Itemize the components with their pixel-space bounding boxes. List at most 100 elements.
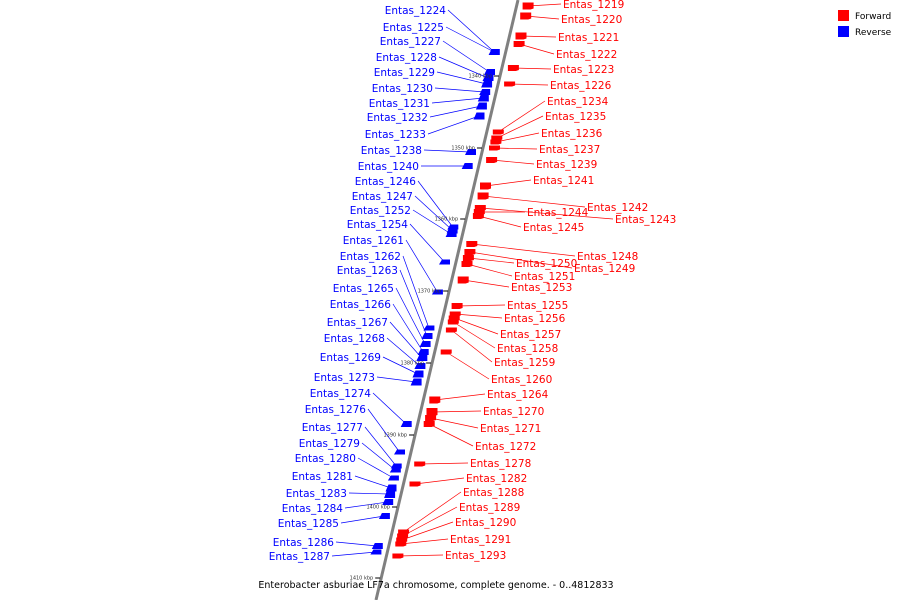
scale-tick-label: 1360 kbp (435, 217, 459, 223)
gene-label-Entas_1242: Entas_1242 (587, 202, 648, 214)
gene-label-Entas_1291: Entas_1291 (450, 534, 511, 546)
connector-Entas_1287 (331, 551, 376, 557)
gene-feature-Entas_1273 (410, 378, 422, 386)
gene-label-Entas_1221: Entas_1221 (558, 32, 619, 44)
gene-label-Entas_1231: Entas_1231 (369, 98, 430, 110)
gene-feature-Entas_1278 (414, 461, 426, 467)
connector-Entas_1230 (434, 87, 485, 93)
gene-feature-Entas_1266 (417, 349, 429, 355)
connector-Entas_1237 (494, 147, 538, 150)
gene-label-Entas_1293: Entas_1293 (445, 550, 506, 562)
gene-feature-Entas_1220 (520, 12, 532, 20)
gene-feature-Entas_1225 (488, 49, 500, 55)
scale-tick-label: 1380 kbp (401, 361, 425, 367)
gene-label-Entas_1274: Entas_1274 (310, 388, 372, 400)
gene-feature-Entas_1229 (481, 80, 493, 88)
scale-tick-label: 1410 kbp (350, 576, 374, 582)
connector-Entas_1265 (395, 287, 426, 345)
gene-label-Entas_1267: Entas_1267 (327, 317, 388, 329)
gene-label-Entas_1280: Entas_1280 (295, 453, 356, 465)
gene-label-Entas_1288: Entas_1288 (463, 487, 524, 499)
gene-label-Entas_1229: Entas_1229 (374, 67, 435, 79)
connector-Entas_1274 (372, 392, 407, 425)
gene-feature-Entas_1291 (395, 541, 407, 547)
connector-Entas_1279 (361, 442, 396, 471)
gene-feature-Entas_1253 (457, 276, 469, 284)
connector-Entas_1280 (357, 457, 394, 479)
gene-label-Entas_1235: Entas_1235 (545, 111, 606, 123)
gene-feature-Entas_1289 (397, 533, 409, 539)
gene-label-Entas_1226: Entas_1226 (550, 80, 612, 92)
connector-Entas_1285 (340, 515, 385, 524)
gene-label-Entas_1286: Entas_1286 (273, 537, 335, 549)
gene-label-Entas_1289: Entas_1289 (459, 502, 520, 514)
gene-feature-Entas_1265 (419, 341, 431, 347)
legend-label-reverse: Reverse (855, 28, 892, 38)
gene-feature-Entas_1271 (425, 415, 437, 421)
gene-label-Entas_1283: Entas_1283 (286, 488, 347, 500)
gene-label-Entas_1279: Entas_1279 (299, 438, 360, 450)
gene-feature-Entas_1259 (445, 327, 457, 333)
connector-Entas_1283 (348, 492, 390, 495)
gene-label-Entas_1285: Entas_1285 (278, 518, 339, 530)
gene-feature-Entas_1256 (449, 311, 461, 317)
gene-label-Entas_1272: Entas_1272 (475, 441, 536, 453)
gene-label-Entas_1246: Entas_1246 (355, 176, 417, 188)
gene-label-Entas_1282: Entas_1282 (466, 473, 527, 485)
gene-label-Entas_1254: Entas_1254 (347, 219, 409, 231)
gene-feature-Entas_1257 (448, 315, 460, 321)
connector-Entas_1278 (419, 462, 469, 465)
gene-feature-Entas_1238 (465, 149, 476, 155)
connector-Entas_1289 (402, 506, 458, 537)
gene-feature-Entas_1219 (522, 2, 534, 10)
connector-Entas_1224 (447, 9, 495, 53)
gene-features (370, 2, 534, 559)
gene-label-Entas_1241: Entas_1241 (533, 175, 594, 187)
gene-label-Entas_1225: Entas_1225 (383, 22, 444, 34)
connector-Entas_1234 (498, 100, 546, 133)
connector-Entas_1288 (403, 491, 462, 533)
connector-Entas_1231 (431, 97, 484, 104)
gene-label-Entas_1269: Entas_1269 (320, 352, 381, 364)
scale-tick-label: 1340 kbp (468, 74, 492, 80)
gene-label-Entas_1248: Entas_1248 (577, 251, 638, 263)
gene-feature-Entas_1237 (489, 145, 500, 151)
gene-label-Entas_1255: Entas_1255 (507, 300, 568, 312)
chromosome-caption: Enterobacter asburiae LF7a chromosome, c… (258, 580, 613, 591)
connector-Entas_1260 (446, 351, 490, 380)
gene-feature-Entas_1223 (507, 65, 519, 71)
connector-Entas_1247 (414, 195, 453, 231)
gene-feature-Entas_1286 (371, 543, 383, 549)
gene-feature-Entas_1263 (421, 333, 433, 339)
gene-label-Entas_1238: Entas_1238 (361, 145, 422, 157)
gene-feature-Entas_1230 (479, 89, 491, 95)
gene-feature-Entas_1255 (451, 303, 463, 309)
gene-feature-Entas_1283 (384, 490, 396, 498)
gene-feature-Entas_1240 (461, 163, 473, 169)
gene-label-Entas_1227: Entas_1227 (380, 36, 441, 48)
scale-tick-label: 1370 kbp (418, 289, 442, 295)
connector-Entas_1245 (478, 215, 522, 228)
connector-Entas_1246 (417, 180, 454, 228)
connector-Entas_1281 (354, 475, 392, 489)
gene-label-Entas_1262: Entas_1262 (340, 251, 401, 263)
legend-label-forward: Forward (855, 12, 891, 22)
connector-Entas_1226 (509, 83, 549, 86)
gene-label-Entas_1253: Entas_1253 (511, 282, 572, 294)
connector-Entas_1264 (434, 393, 486, 401)
gene-feature-Entas_1242 (477, 192, 489, 200)
gene-feature-Entas_1281 (385, 484, 397, 492)
gene-label-Entas_1257: Entas_1257 (500, 329, 561, 341)
connector-Entas_1276 (367, 408, 400, 453)
gene-feature-Entas_1234 (492, 129, 504, 135)
connector-Entas_1291 (400, 538, 449, 545)
gene-label-Entas_1276: Entas_1276 (305, 404, 367, 416)
gene-feature-Entas_1222 (513, 41, 525, 47)
gene-label-Entas_1228: Entas_1228 (376, 52, 437, 64)
gene-feature-Entas_1279 (389, 467, 401, 473)
gene-label-Entas_1230: Entas_1230 (372, 83, 433, 95)
gene-label-Entas_1260: Entas_1260 (491, 374, 552, 386)
gene-feature-Entas_1239 (486, 157, 498, 163)
gene-feature-Entas_1232 (475, 102, 487, 110)
